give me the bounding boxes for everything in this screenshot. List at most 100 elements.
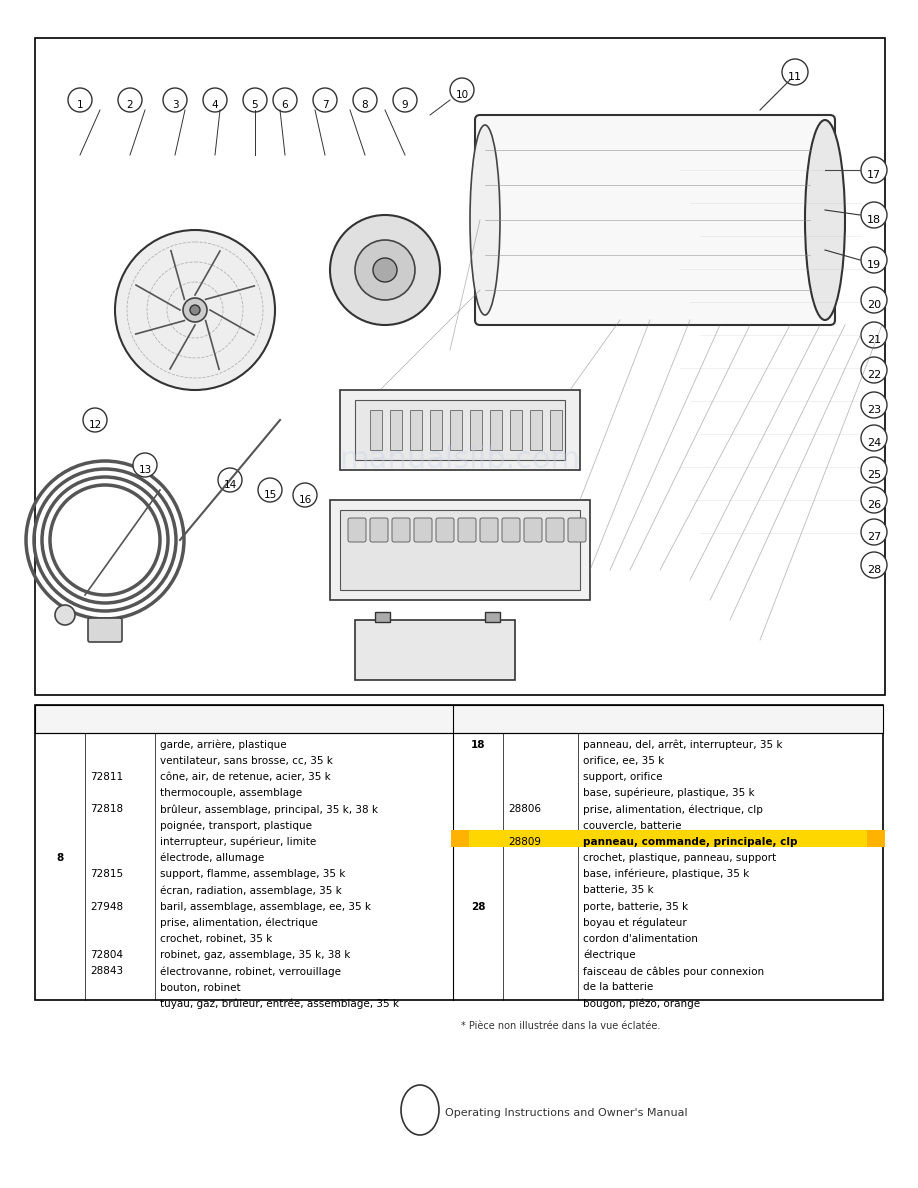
FancyBboxPatch shape: [502, 518, 520, 542]
Text: poignée, transport, plastique: poignée, transport, plastique: [160, 820, 312, 830]
FancyBboxPatch shape: [453, 830, 883, 847]
Text: 8: 8: [362, 100, 368, 110]
Text: support, flamme, assemblage, 35 k: support, flamme, assemblage, 35 k: [160, 870, 345, 879]
Text: 2: 2: [127, 100, 133, 110]
Circle shape: [861, 202, 887, 228]
Text: 72815: 72815: [90, 870, 123, 879]
Text: 72804: 72804: [90, 950, 123, 960]
Circle shape: [293, 484, 317, 507]
Circle shape: [313, 88, 337, 112]
Circle shape: [861, 322, 887, 348]
FancyBboxPatch shape: [35, 704, 883, 733]
Text: interrupteur, supérieur, limite: interrupteur, supérieur, limite: [160, 836, 316, 847]
Text: 10: 10: [455, 90, 468, 100]
Circle shape: [450, 78, 474, 102]
FancyBboxPatch shape: [88, 618, 122, 642]
Text: thermocouple, assemblage: thermocouple, assemblage: [160, 788, 302, 798]
Circle shape: [273, 88, 297, 112]
Text: 18: 18: [471, 739, 486, 750]
Text: 14: 14: [223, 480, 237, 489]
FancyBboxPatch shape: [458, 518, 476, 542]
FancyBboxPatch shape: [375, 612, 390, 623]
Text: électrique: électrique: [583, 950, 635, 960]
Circle shape: [115, 230, 275, 390]
Text: 20: 20: [867, 301, 881, 310]
Circle shape: [330, 215, 440, 326]
Circle shape: [218, 468, 242, 492]
Circle shape: [861, 247, 887, 273]
Text: 15: 15: [263, 489, 276, 500]
FancyBboxPatch shape: [867, 830, 885, 847]
FancyBboxPatch shape: [546, 518, 564, 542]
Text: porte, batterie, 35 k: porte, batterie, 35 k: [583, 902, 688, 911]
Text: robinet, gaz, assemblage, 35 k, 38 k: robinet, gaz, assemblage, 35 k, 38 k: [160, 950, 351, 960]
Circle shape: [861, 487, 887, 513]
Text: 21: 21: [867, 335, 881, 345]
Text: 6: 6: [282, 100, 288, 110]
Circle shape: [861, 287, 887, 312]
Text: 17: 17: [867, 170, 881, 181]
Text: crochet, plastique, panneau, support: crochet, plastique, panneau, support: [583, 853, 776, 862]
Text: 27948: 27948: [90, 902, 123, 911]
Text: 18: 18: [867, 215, 881, 225]
FancyBboxPatch shape: [568, 518, 586, 542]
Text: brûleur, assemblage, principal, 35 k, 38 k: brûleur, assemblage, principal, 35 k, 38…: [160, 804, 378, 815]
Circle shape: [118, 88, 142, 112]
Text: 28806: 28806: [508, 804, 541, 814]
Text: cordon d'alimentation: cordon d'alimentation: [583, 934, 698, 944]
Text: 27: 27: [867, 532, 881, 542]
Text: 72811: 72811: [90, 772, 123, 782]
Text: prise, alimentation, électrique: prise, alimentation, électrique: [160, 917, 318, 928]
FancyBboxPatch shape: [475, 115, 835, 326]
FancyBboxPatch shape: [35, 704, 883, 1000]
Ellipse shape: [401, 1085, 439, 1135]
FancyBboxPatch shape: [355, 620, 515, 680]
FancyBboxPatch shape: [410, 410, 422, 450]
FancyBboxPatch shape: [392, 518, 410, 542]
Text: orifice, ee, 35 k: orifice, ee, 35 k: [583, 756, 665, 766]
FancyBboxPatch shape: [348, 518, 366, 542]
Text: 28: 28: [471, 902, 486, 911]
FancyBboxPatch shape: [390, 410, 402, 450]
Circle shape: [373, 258, 397, 282]
Text: 28: 28: [867, 565, 881, 575]
Text: 16: 16: [298, 495, 311, 505]
FancyBboxPatch shape: [355, 400, 565, 460]
Circle shape: [861, 552, 887, 579]
Text: manualslib.com: manualslib.com: [340, 446, 580, 474]
Circle shape: [183, 298, 207, 322]
Text: électrode, allumage: électrode, allumage: [160, 853, 264, 864]
Text: 22: 22: [867, 369, 881, 380]
FancyBboxPatch shape: [524, 518, 542, 542]
FancyBboxPatch shape: [485, 612, 500, 623]
Circle shape: [861, 425, 887, 451]
Text: 11: 11: [788, 72, 802, 82]
Circle shape: [393, 88, 417, 112]
FancyBboxPatch shape: [510, 410, 522, 450]
FancyBboxPatch shape: [35, 38, 885, 695]
Text: 1: 1: [77, 100, 84, 110]
Circle shape: [243, 88, 267, 112]
Ellipse shape: [470, 125, 500, 315]
Text: batterie, 35 k: batterie, 35 k: [583, 885, 654, 896]
Text: 9: 9: [402, 100, 409, 110]
FancyBboxPatch shape: [430, 410, 442, 450]
Text: * Pièce non illustrée dans la vue éclatée.: * Pièce non illustrée dans la vue éclaté…: [461, 1022, 660, 1031]
Circle shape: [190, 305, 200, 315]
FancyBboxPatch shape: [470, 410, 482, 450]
Text: couvercle, batterie: couvercle, batterie: [583, 821, 681, 830]
Text: 19: 19: [867, 260, 881, 270]
Text: 5: 5: [252, 100, 258, 110]
Text: base, inférieure, plastique, 35 k: base, inférieure, plastique, 35 k: [583, 868, 749, 879]
FancyBboxPatch shape: [340, 390, 580, 470]
Circle shape: [203, 88, 227, 112]
FancyBboxPatch shape: [370, 410, 382, 450]
FancyBboxPatch shape: [330, 500, 590, 600]
Text: prise, alimentation, électrique, clp: prise, alimentation, électrique, clp: [583, 804, 763, 815]
Circle shape: [861, 392, 887, 418]
Text: ventilateur, sans brosse, cc, 35 k: ventilateur, sans brosse, cc, 35 k: [160, 756, 333, 766]
Text: panneau, commande, principale, clp: panneau, commande, principale, clp: [583, 836, 798, 847]
Circle shape: [782, 59, 808, 86]
Text: 13: 13: [139, 465, 151, 475]
Text: de la batterie: de la batterie: [583, 982, 654, 992]
